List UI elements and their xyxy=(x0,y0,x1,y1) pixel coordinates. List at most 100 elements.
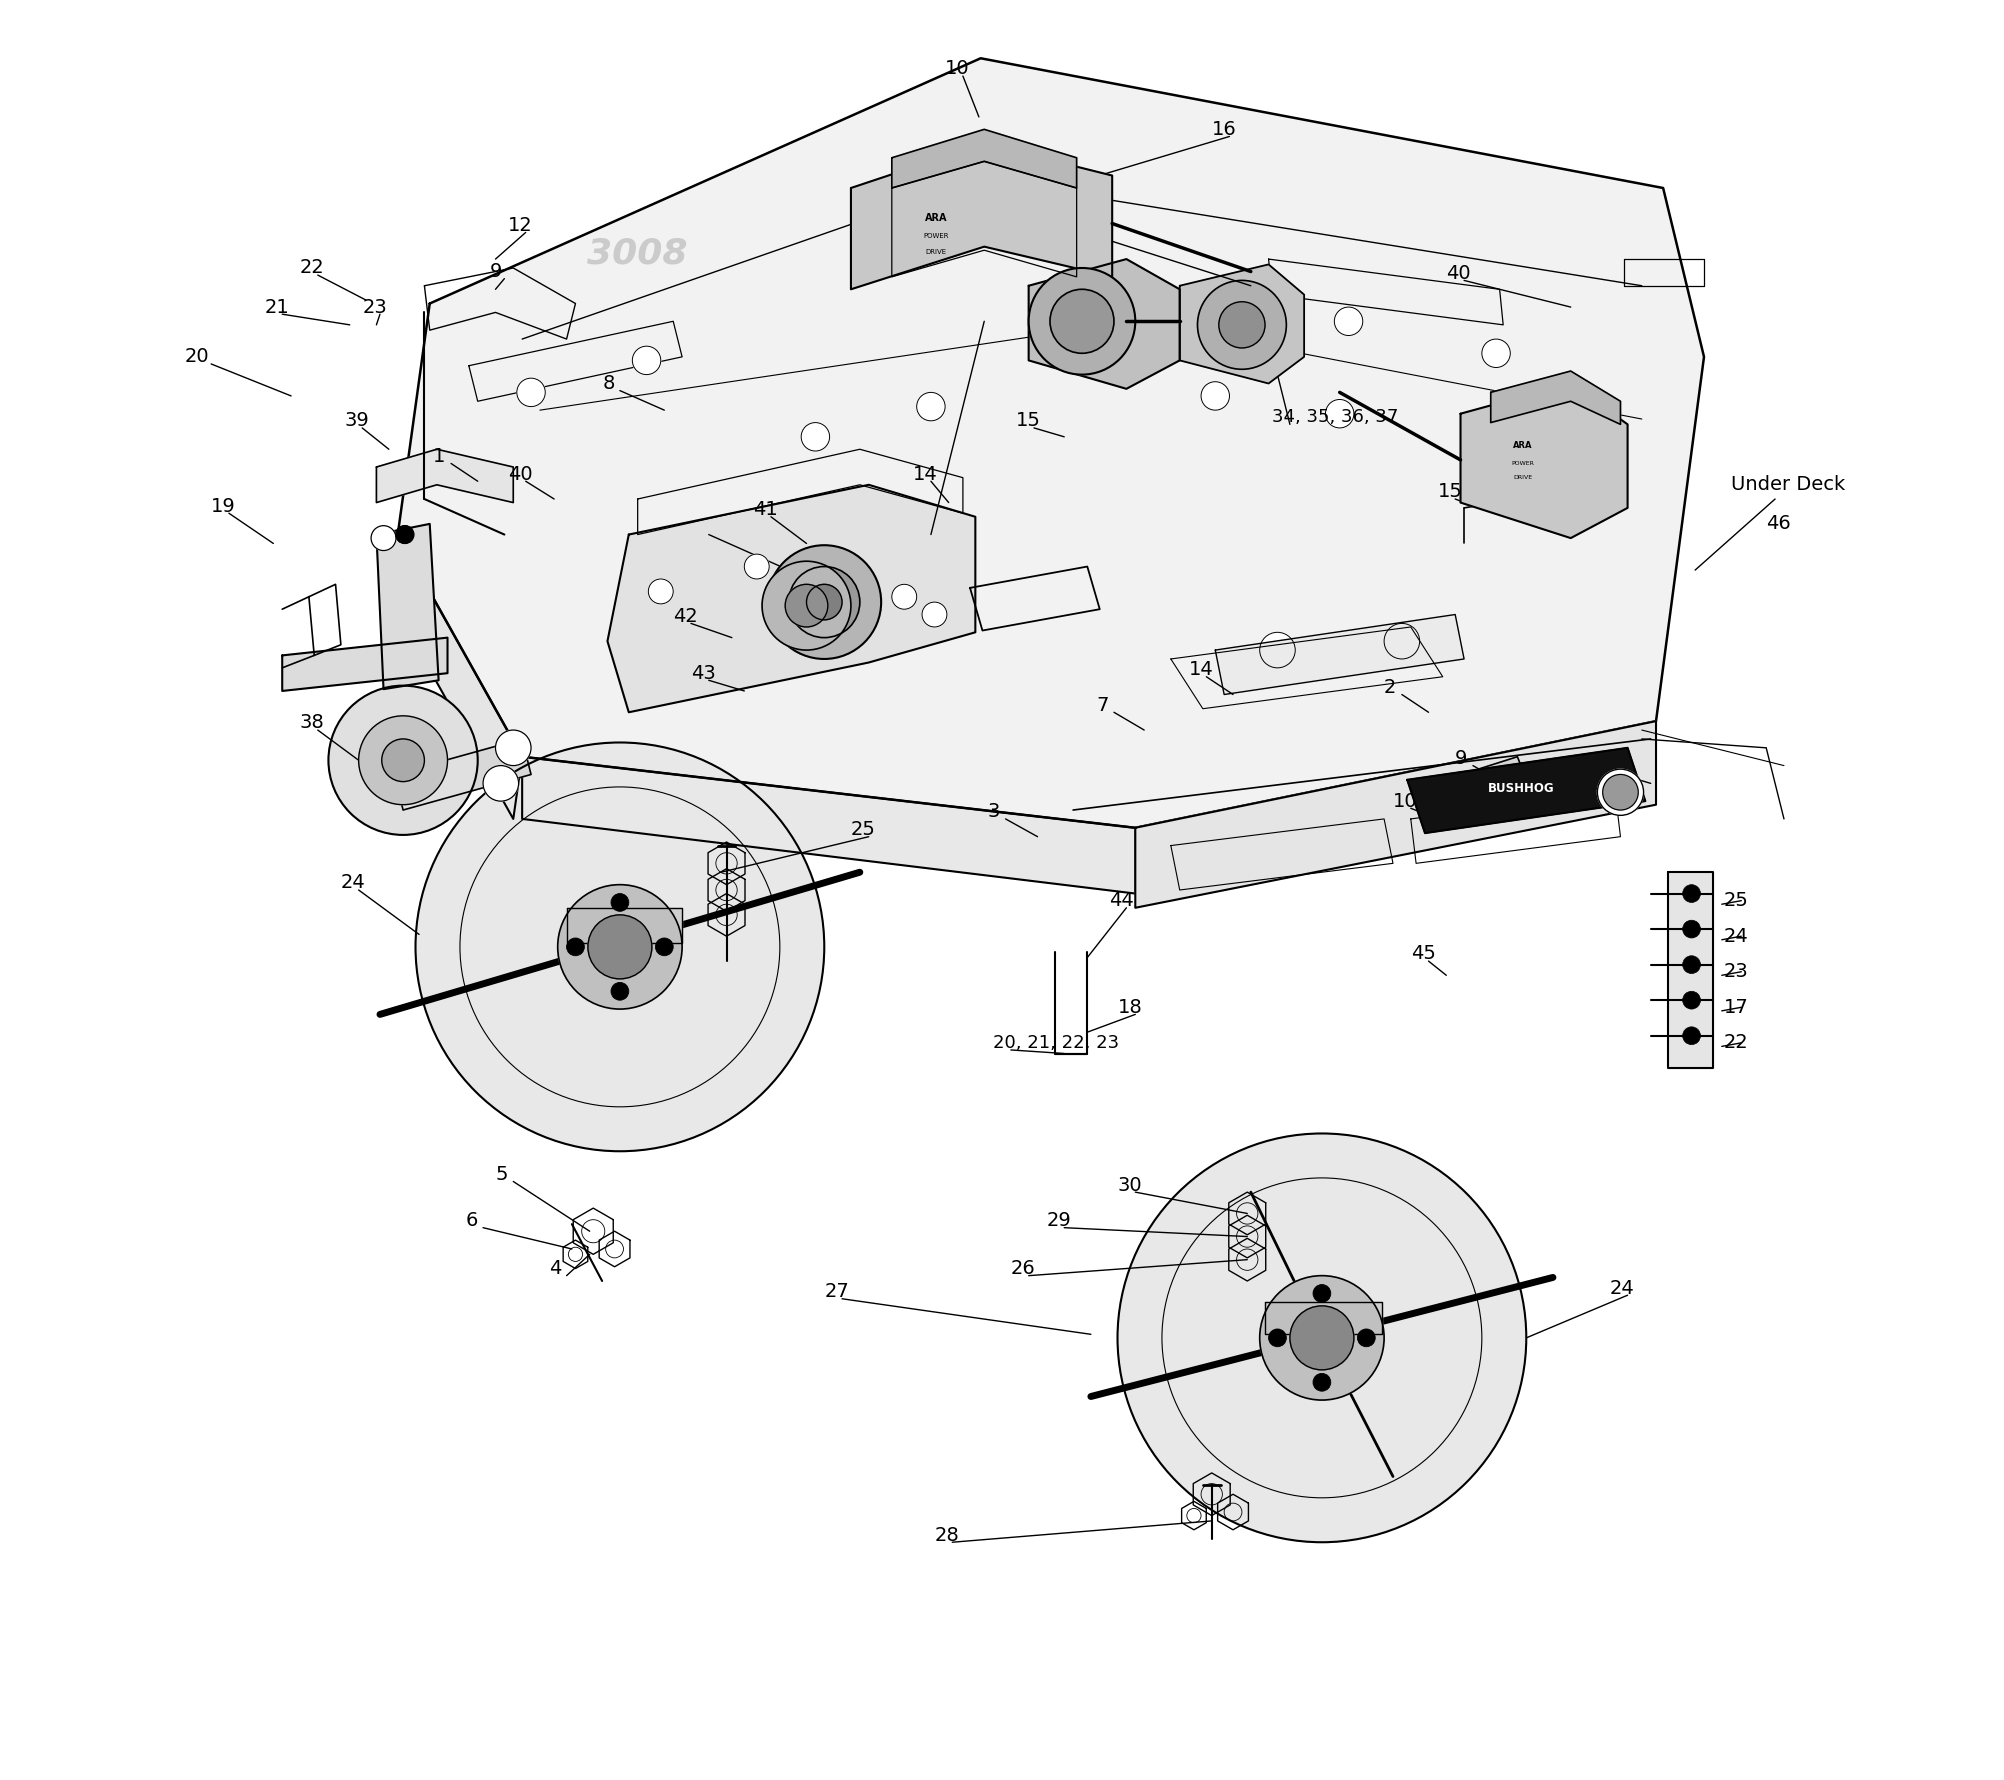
Circle shape xyxy=(483,765,519,801)
Text: 17: 17 xyxy=(1723,999,1747,1016)
Circle shape xyxy=(1200,381,1230,409)
Circle shape xyxy=(743,554,770,579)
Circle shape xyxy=(1028,269,1136,374)
Text: 8: 8 xyxy=(601,374,615,393)
Text: 16: 16 xyxy=(1479,443,1503,463)
Circle shape xyxy=(567,938,585,956)
Circle shape xyxy=(557,885,681,1009)
Text: 24: 24 xyxy=(1723,927,1747,945)
Circle shape xyxy=(790,566,860,637)
Text: 29: 29 xyxy=(1046,1210,1072,1230)
Text: 42: 42 xyxy=(673,607,697,627)
Text: 41: 41 xyxy=(754,500,778,520)
Circle shape xyxy=(587,915,651,979)
Text: 39: 39 xyxy=(345,411,369,431)
Circle shape xyxy=(397,525,413,543)
Polygon shape xyxy=(377,523,439,689)
Circle shape xyxy=(649,578,673,603)
Polygon shape xyxy=(1669,872,1713,1068)
Circle shape xyxy=(517,377,545,406)
Text: 27: 27 xyxy=(824,1282,850,1301)
Circle shape xyxy=(762,561,852,650)
Circle shape xyxy=(786,584,828,627)
Text: 18: 18 xyxy=(1118,999,1142,1016)
Circle shape xyxy=(1218,303,1265,347)
Polygon shape xyxy=(1265,1303,1383,1335)
Circle shape xyxy=(1261,632,1295,668)
Text: 38: 38 xyxy=(301,714,325,732)
Text: 11: 11 xyxy=(1597,756,1621,774)
Polygon shape xyxy=(1180,265,1305,383)
Text: 3008: 3008 xyxy=(587,237,687,271)
Text: 23: 23 xyxy=(363,297,387,317)
Text: 1: 1 xyxy=(433,447,445,466)
Text: 15: 15 xyxy=(1437,482,1463,502)
Text: 28: 28 xyxy=(934,1525,960,1545)
Text: Under Deck: Under Deck xyxy=(1731,475,1846,495)
Text: 6: 6 xyxy=(465,1210,477,1230)
Text: 7: 7 xyxy=(1096,696,1108,714)
Text: 25: 25 xyxy=(1723,892,1747,910)
Text: 14: 14 xyxy=(1188,660,1212,680)
Text: POWER: POWER xyxy=(1511,461,1535,466)
Text: 45: 45 xyxy=(1411,945,1435,963)
Circle shape xyxy=(922,602,948,627)
Circle shape xyxy=(1597,769,1643,815)
Polygon shape xyxy=(1491,370,1621,424)
Polygon shape xyxy=(1136,721,1655,908)
Polygon shape xyxy=(523,756,1136,894)
Text: 20: 20 xyxy=(184,347,208,367)
Text: 22: 22 xyxy=(301,258,325,278)
Text: 40: 40 xyxy=(1447,263,1471,283)
Circle shape xyxy=(1118,1134,1527,1541)
Text: ARA: ARA xyxy=(926,214,948,222)
Circle shape xyxy=(802,422,830,450)
Circle shape xyxy=(806,584,842,619)
Text: 3: 3 xyxy=(988,803,1000,821)
Circle shape xyxy=(1683,956,1701,974)
Polygon shape xyxy=(283,637,447,691)
Circle shape xyxy=(1683,885,1701,902)
Circle shape xyxy=(1050,290,1114,352)
Text: 14: 14 xyxy=(914,465,938,484)
Circle shape xyxy=(1313,1285,1331,1303)
Text: 40: 40 xyxy=(507,465,533,484)
Text: 10: 10 xyxy=(946,59,970,78)
Text: 2: 2 xyxy=(1385,678,1397,698)
Polygon shape xyxy=(1407,748,1645,833)
Circle shape xyxy=(1198,281,1287,368)
Circle shape xyxy=(1683,991,1701,1009)
Text: 30: 30 xyxy=(1118,1175,1142,1194)
Circle shape xyxy=(1357,1330,1375,1347)
Polygon shape xyxy=(397,59,1703,828)
Text: 5: 5 xyxy=(495,1164,507,1184)
Polygon shape xyxy=(567,908,681,943)
Text: 20, 21, 22, 23: 20, 21, 22, 23 xyxy=(994,1034,1120,1052)
Text: 19: 19 xyxy=(210,497,236,516)
Circle shape xyxy=(1481,338,1511,367)
Polygon shape xyxy=(892,130,1076,189)
Text: 21: 21 xyxy=(265,297,289,317)
Text: 16: 16 xyxy=(1212,119,1236,139)
Polygon shape xyxy=(607,484,976,712)
Text: POWER: POWER xyxy=(924,233,950,239)
Text: 34, 35, 36, 37: 34, 35, 36, 37 xyxy=(1273,408,1399,425)
Text: 15: 15 xyxy=(1016,411,1042,431)
Circle shape xyxy=(1683,1027,1701,1045)
Circle shape xyxy=(415,742,824,1152)
Polygon shape xyxy=(377,449,513,502)
Text: DRIVE: DRIVE xyxy=(926,249,946,255)
Text: 9: 9 xyxy=(1455,749,1467,767)
Circle shape xyxy=(1603,774,1637,810)
Text: 24: 24 xyxy=(1609,1278,1635,1298)
Circle shape xyxy=(1325,399,1355,427)
Text: 43: 43 xyxy=(691,664,715,684)
Circle shape xyxy=(381,739,425,781)
Circle shape xyxy=(611,983,629,1000)
Text: 22: 22 xyxy=(1723,1034,1747,1052)
Text: DRIVE: DRIVE xyxy=(1513,475,1533,481)
Circle shape xyxy=(371,525,397,550)
Polygon shape xyxy=(852,144,1112,290)
Text: 24: 24 xyxy=(341,874,365,892)
Text: 9: 9 xyxy=(491,262,503,281)
